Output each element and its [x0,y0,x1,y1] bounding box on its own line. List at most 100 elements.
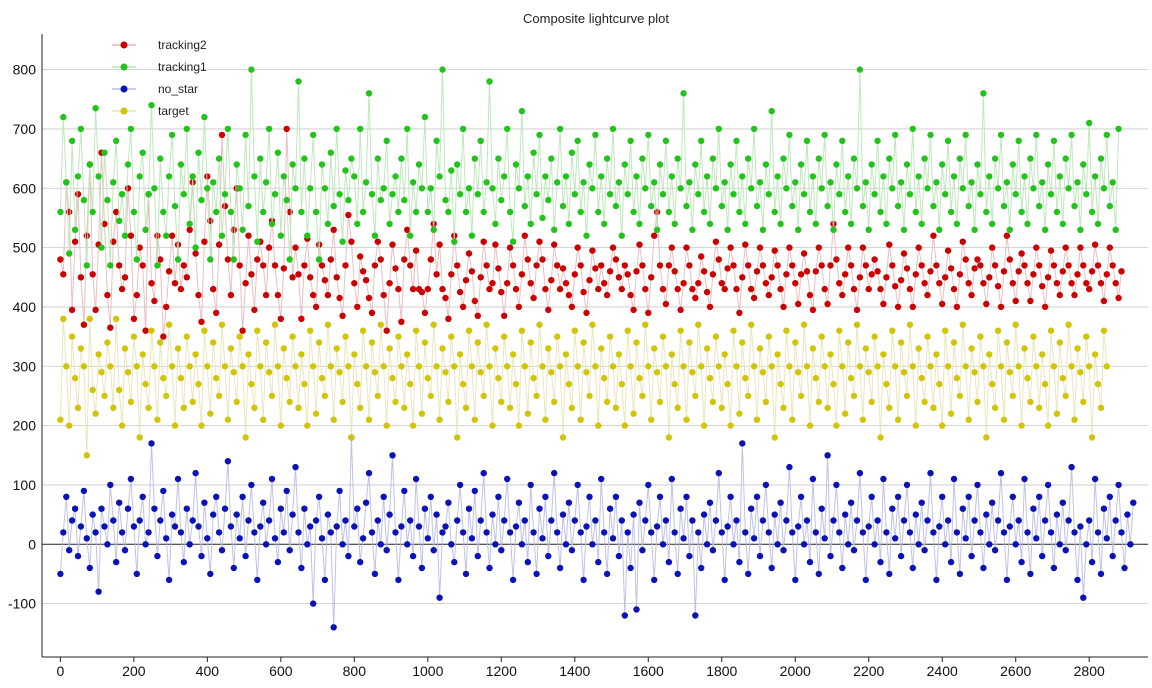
data-point-tracking1 [812,220,819,228]
data-point-no_star [274,558,282,566]
data-point-tracking1 [856,66,864,73]
data-point-tracking1 [265,125,273,133]
data-point-tracking1 [236,185,243,192]
data-point-tracking1 [1077,226,1084,233]
data-point-tracking2 [312,303,320,311]
data-point-target [965,416,972,423]
data-point-no_star [877,558,884,566]
data-point-target [1068,363,1075,370]
data-point-tracking1 [900,226,908,233]
data-point-no_star [160,487,167,495]
data-point-no_star [533,570,540,578]
data-point-no_star [327,529,334,536]
data-point-tracking1 [518,107,526,115]
data-point-tracking1 [659,191,667,198]
data-point-tracking2 [242,280,249,287]
data-point-tracking1 [301,155,308,162]
data-point-target [709,398,717,406]
data-point-tracking2 [142,327,149,334]
data-point-tracking2 [504,280,511,287]
data-point-target [936,380,943,388]
data-point-target [789,416,796,423]
data-point-no_star [947,558,955,566]
data-point-tracking2 [856,274,864,281]
data-point-target [336,369,343,376]
data-point-tracking1 [1115,125,1122,133]
data-point-no_star [695,529,702,536]
data-point-tracking1 [68,137,76,144]
data-point-target [745,392,752,400]
data-point-no_star [756,552,764,560]
data-point-no_star [262,541,270,548]
data-point-tracking1 [118,191,126,198]
data-point-target [774,351,781,358]
data-point-no_star [404,541,411,548]
legend-marker [120,85,128,93]
data-point-tracking2 [1071,291,1078,299]
data-point-tracking2 [586,277,593,284]
data-point-no_star [180,558,187,566]
data-point-tracking2 [536,238,543,245]
data-point-tracking1 [1109,179,1116,186]
data-point-target [915,345,922,352]
data-point-no_star [997,469,1005,477]
data-point-no_star [307,523,314,530]
data-point-tracking2 [918,262,925,269]
data-point-target [797,392,805,400]
data-point-tracking1 [439,66,446,73]
data-point-tracking2 [880,300,887,308]
data-point-tracking1 [145,191,152,198]
data-point-target [298,351,305,358]
data-point-tracking1 [859,202,867,210]
data-point-tracking1 [1065,185,1072,192]
data-point-tracking2 [157,256,164,263]
data-point-target [359,327,367,334]
data-point-tracking2 [630,306,637,314]
data-point-tracking2 [280,265,287,272]
data-point-no_star [330,624,337,631]
data-point-tracking2 [386,280,393,287]
data-point-tracking1 [1024,220,1031,228]
data-point-tracking1 [1056,173,1064,180]
data-point-tracking1 [521,202,528,210]
data-point-target [718,404,725,411]
data-point-no_star [786,463,793,471]
data-point-no_star [336,487,343,495]
data-point-no_star [1118,529,1125,536]
data-point-no_star [865,523,872,530]
data-point-target [389,374,396,382]
data-point-target [753,416,761,423]
data-point-tracking2 [571,271,578,278]
data-point-target [868,398,875,406]
data-point-tracking1 [395,208,402,216]
data-point-no_star [133,570,140,578]
y-tick-label: 600 [13,180,37,196]
data-point-target [839,363,846,370]
data-point-tracking2 [712,238,720,245]
data-point-tracking2 [953,303,961,311]
data-point-tracking2 [818,262,825,269]
data-point-tracking1 [671,220,678,228]
data-point-tracking1 [262,179,270,186]
data-point-target [1071,416,1078,423]
data-point-tracking1 [736,208,743,216]
data-point-tracking1 [997,131,1005,139]
data-point-no_star [933,576,940,584]
data-point-tracking2 [227,291,235,299]
data-point-tracking1 [533,191,540,198]
data-point-no_star [818,505,825,512]
data-point-target [289,333,296,340]
data-point-no_star [724,523,731,530]
data-point-target [568,404,576,411]
data-point-target [695,321,702,328]
data-point-tracking2 [324,291,332,299]
data-point-no_star [424,535,431,542]
data-point-no_star [315,493,323,500]
data-point-tracking1 [165,173,173,180]
data-point-target [215,392,223,400]
data-point-tracking2 [965,280,972,287]
data-point-tracking1 [104,196,111,204]
data-point-tracking1 [712,185,720,192]
data-point-tracking2 [606,268,614,275]
data-point-tracking2 [139,262,146,269]
